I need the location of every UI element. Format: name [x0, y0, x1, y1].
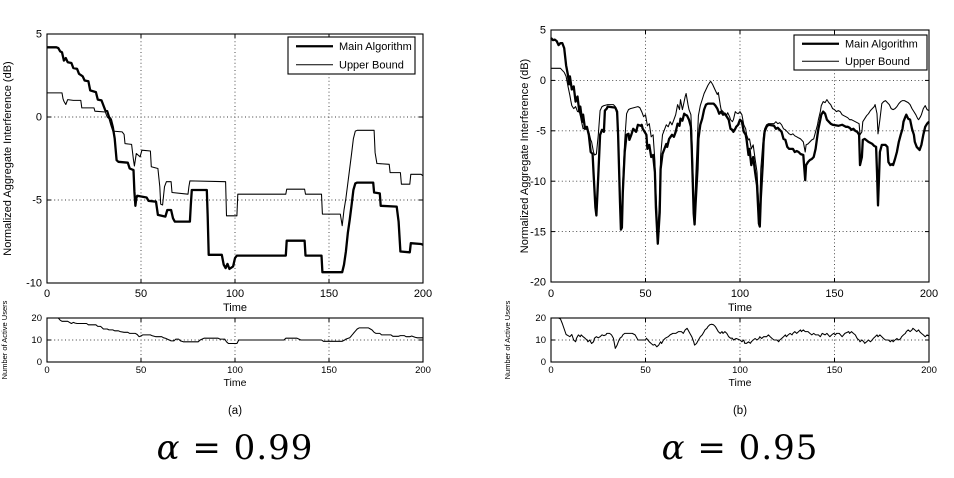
- interference-chart-b: 0 50 100 150 20050-5-10-15-20TimeNormalized …: [519, 25, 938, 314]
- y-tick-label: 10: [31, 335, 42, 346]
- x-tick-label: 200: [414, 288, 432, 300]
- x-tick-label: 50: [135, 288, 147, 300]
- x-tick-label: 50: [639, 288, 651, 300]
- x-tick-label: 100: [732, 365, 748, 376]
- x-tick-label: 100: [731, 288, 749, 300]
- alpha-caption-a: α = 0.99: [47, 428, 423, 468]
- legend-box: [793, 34, 928, 71]
- y-axis-label: Normalized Aggregate Interference (dB): [2, 61, 14, 255]
- x-tick-label: 200: [920, 288, 938, 300]
- x-tick-label: 150: [825, 288, 843, 300]
- alpha-value-a: = 0.99: [180, 428, 314, 468]
- y-tick-label: 0: [36, 112, 42, 124]
- y-tick-label: 0: [37, 357, 42, 368]
- x-tick-label: 0: [44, 365, 49, 376]
- legend-box: [287, 36, 416, 75]
- x-axis-label: Time: [729, 377, 752, 389]
- subfigure-label-b: (b): [732, 405, 748, 417]
- y-tick-label: 0: [540, 75, 546, 87]
- number-of-active-users-line: [551, 317, 930, 349]
- alpha-symbol-a: α: [156, 428, 181, 468]
- x-tick-label: 200: [921, 365, 937, 376]
- y-tick-label: 10: [535, 335, 546, 346]
- y-tick-label: -10: [26, 278, 42, 290]
- main-algorithm-line: [47, 46, 424, 274]
- y-tick-label: 20: [31, 313, 42, 324]
- y-axis-label: Normalized Aggregate Interference (dB): [519, 59, 531, 253]
- y-tick-label: -10: [530, 176, 546, 188]
- x-tick-label: 50: [640, 365, 651, 376]
- x-tick-label: 200: [415, 365, 431, 376]
- x-tick-label: 150: [321, 365, 337, 376]
- upper-bound-line: [551, 67, 930, 235]
- legend-label-upper-bound: Upper Bound: [339, 59, 404, 71]
- y-tick-label: 5: [540, 25, 546, 37]
- y-tick-label: -5: [32, 195, 42, 207]
- x-tick-label: 0: [548, 365, 553, 376]
- y-tick-label: -5: [536, 126, 546, 138]
- y-tick-label: 0: [541, 357, 546, 368]
- y-tick-label: 20: [535, 313, 546, 324]
- x-tick-label: 100: [226, 288, 244, 300]
- x-tick-label: 100: [227, 365, 243, 376]
- legend-label-upper-bound: Upper Bound: [845, 56, 910, 68]
- upper-bound-line: [47, 92, 424, 227]
- main-algorithm-line: [550, 37, 930, 245]
- x-tick-label: 150: [827, 365, 843, 376]
- x-axis-label: Time: [224, 377, 247, 389]
- subfigure-label-a: (a): [227, 405, 243, 417]
- legend-label-main-algorithm: Main Algorithm: [339, 41, 412, 53]
- alpha-caption-b: α = 0.95: [551, 428, 929, 468]
- x-tick-label: 150: [320, 288, 338, 300]
- x-axis-label: Time: [223, 302, 247, 314]
- x-axis-label: Time: [728, 302, 752, 314]
- y-axis-label: Number of Active Users: [0, 300, 9, 379]
- y-tick-label: -15: [530, 226, 546, 238]
- x-tick-label: 0: [548, 288, 554, 300]
- y-tick-label: -20: [530, 277, 546, 289]
- y-axis-label: Number of Active Users: [503, 300, 512, 379]
- number-of-active-users-line: [47, 317, 423, 345]
- alpha-symbol-b: α: [661, 428, 686, 468]
- x-tick-label: 50: [136, 365, 147, 376]
- y-tick-label: 5: [36, 29, 42, 41]
- alpha-value-b: = 0.95: [685, 428, 819, 468]
- legend-label-main-algorithm: Main Algorithm: [845, 38, 918, 50]
- x-tick-label: 0: [44, 288, 50, 300]
